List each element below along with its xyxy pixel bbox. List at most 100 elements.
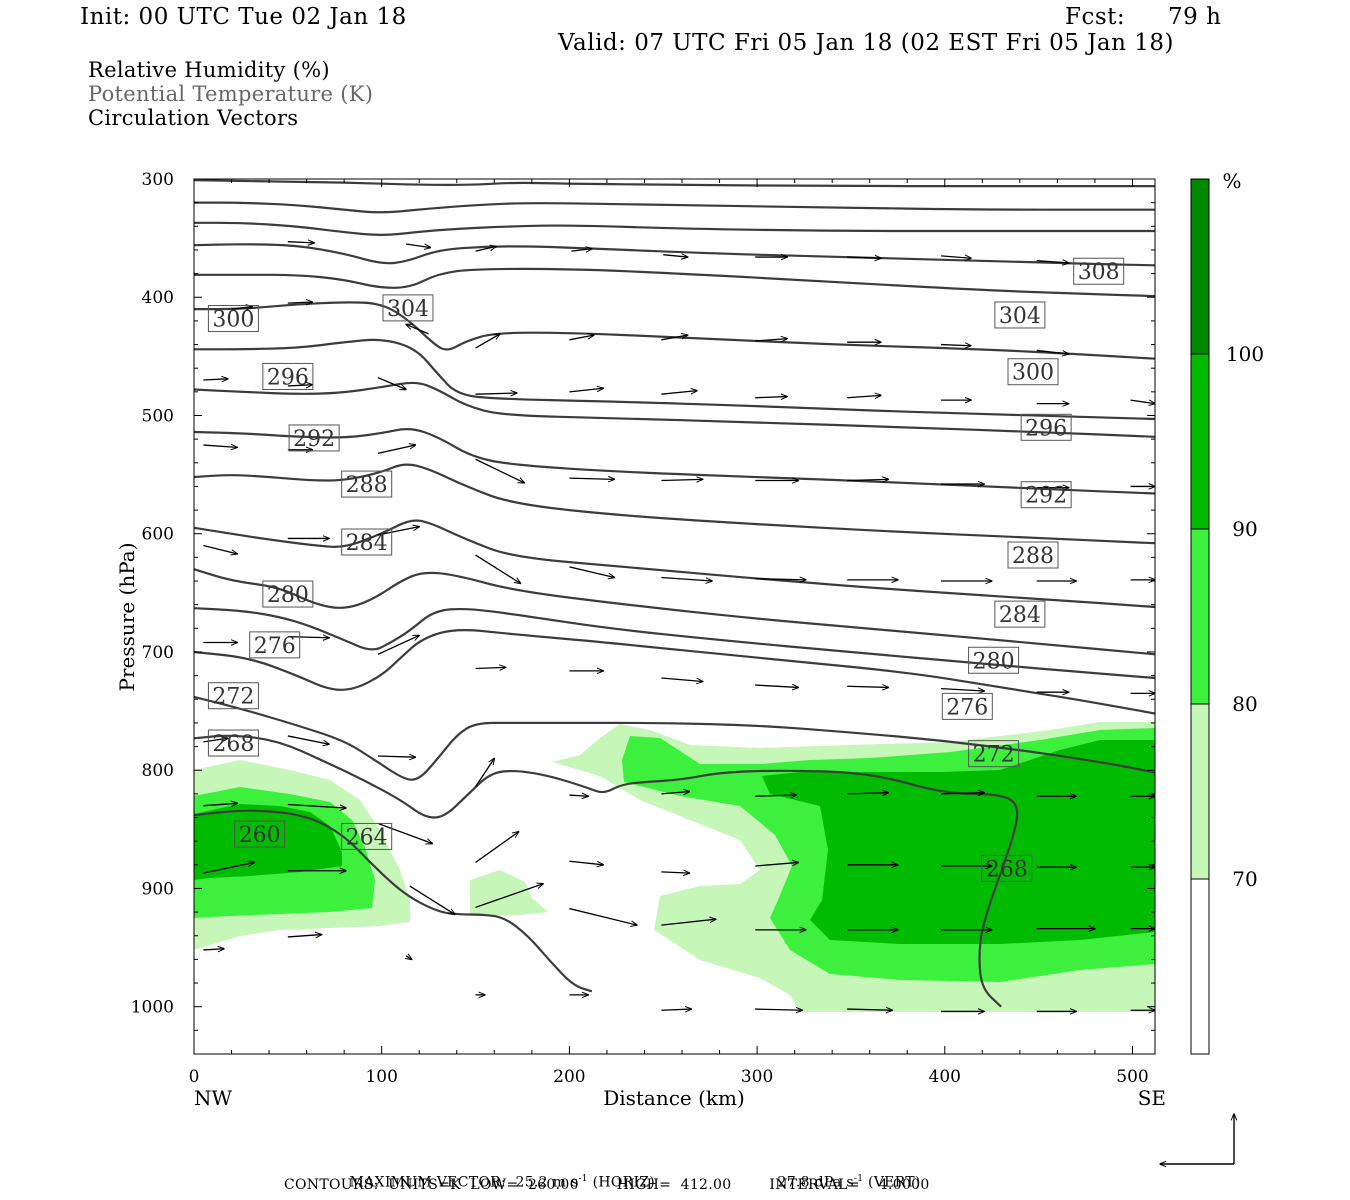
- theta-label-text: 296: [267, 365, 309, 390]
- x-axis-label: Distance (km): [603, 1086, 745, 1110]
- circulation-vector: [377, 635, 419, 655]
- circulation-vector: [661, 872, 689, 873]
- circulation-vector: [203, 379, 227, 380]
- theta-label-text: 264: [346, 825, 388, 850]
- theta-label-288: 288: [1007, 541, 1059, 569]
- circulation-vector: [475, 246, 497, 252]
- circulation-vector: [287, 637, 329, 638]
- max-vector-vert: 27.8 dPa s-1 (VERT): [768, 1158, 921, 1191]
- theta-label-296: 296: [262, 362, 314, 390]
- circulation-vector: [377, 822, 432, 843]
- circulation-vector: [475, 667, 506, 668]
- theta-label-292: 292: [1020, 481, 1072, 509]
- theta-label-288: 288: [341, 470, 393, 498]
- rh-90-region-nw: [194, 804, 342, 880]
- circulation-vector: [661, 335, 687, 341]
- circulation-vectors: [203, 242, 1155, 1012]
- circulation-vector: [569, 335, 593, 341]
- x-tick-label: 400: [929, 1067, 961, 1087]
- theta-label-box: [262, 580, 314, 608]
- circulation-vector: [941, 793, 984, 794]
- rh-90-region-se: [762, 740, 1155, 944]
- colorbar-unit-label: %: [1222, 169, 1241, 193]
- colorbar-segment: [1191, 704, 1209, 879]
- circulation-vector: [287, 242, 314, 243]
- circulation-vector: [231, 307, 253, 309]
- theta-label-296: 296: [1020, 413, 1072, 441]
- max-vector-note: MAXIMUM VECTOR: 25.2 m s-1 (HORIZ): [340, 1158, 655, 1191]
- circulation-vector: [406, 324, 429, 335]
- colorbar-segment: [1191, 529, 1209, 704]
- circulation-vector: [755, 579, 806, 580]
- theta-label-268: 268: [207, 729, 259, 757]
- circulation-vector: [661, 677, 702, 682]
- rh-fill: [194, 722, 1155, 1012]
- circulation-vector: [941, 345, 971, 346]
- circulation-vector: [1036, 349, 1069, 354]
- circulation-vector: [755, 795, 796, 796]
- theta-label-text: 280: [973, 649, 1015, 674]
- theta-label-text: 272: [973, 743, 1015, 768]
- theta-contour-312: [194, 243, 1155, 267]
- colorbar-level-label: 70: [1232, 867, 1257, 891]
- circulation-vector: [847, 793, 888, 794]
- theta-label-box: [941, 692, 993, 720]
- legend-vectors: Circulation Vectors: [88, 106, 299, 130]
- theta-contour-284: [194, 519, 1155, 609]
- circulation-vector: [287, 735, 329, 744]
- colorbar-segment: [1191, 179, 1209, 354]
- init-time: Init: 00 UTC Tue 02 Jan 18: [80, 4, 407, 30]
- theta-label-text: 288: [346, 473, 388, 498]
- theta-contour-300: [194, 338, 1155, 421]
- circulation-vector: [475, 832, 519, 863]
- colorbar-level-label: 90: [1232, 517, 1257, 541]
- theta-label-box: [994, 600, 1046, 628]
- theta-contour-308: [194, 267, 1155, 298]
- theta-label-box: [1020, 413, 1072, 441]
- circulation-vector: [475, 393, 517, 394]
- theta-label-300: 300: [1007, 358, 1059, 386]
- theta-label-text: 276: [946, 695, 988, 720]
- y-tick-label: 700: [142, 643, 174, 663]
- theta-label-268: 268: [981, 854, 1033, 882]
- y-tick-label: 500: [142, 406, 174, 426]
- theta-label-box: [207, 729, 259, 757]
- reference-vector-icon: [1160, 1114, 1234, 1164]
- x-tick-label: 200: [553, 1067, 585, 1087]
- circulation-vector: [569, 566, 614, 578]
- circulation-vector: [847, 479, 888, 480]
- theta-contour-260: [194, 809, 593, 993]
- theta-label-box: [981, 854, 1033, 882]
- max-vector-vert-suffix: (VERT): [863, 1174, 921, 1191]
- legend-rh: Relative Humidity (%): [88, 58, 330, 82]
- y-tick-label: 1000: [131, 998, 174, 1018]
- theta-label-280: 280: [968, 646, 1020, 674]
- circulation-vector: [569, 795, 588, 796]
- theta-label-264: 264: [341, 822, 393, 850]
- colorbar-frame: [1190, 178, 1210, 1055]
- theta-label-text: 292: [293, 427, 335, 452]
- theta-label-284: 284: [341, 528, 393, 556]
- circulation-vector: [755, 1009, 802, 1010]
- colorbar: 70 80 90 100: [1190, 178, 1264, 1055]
- theta-label-box: [1073, 257, 1125, 285]
- circulation-vector: [847, 257, 881, 258]
- axes: 0 100 200 300 400 500 300 400 500 600 700 800 900 100…: [131, 170, 1155, 1087]
- circulation-vector: [1130, 399, 1155, 404]
- circulation-vector: [377, 527, 419, 536]
- max-vector-vert-unit-exponent: -1: [853, 1174, 864, 1184]
- circulation-vector: [475, 334, 500, 349]
- theta-contour-276: [194, 607, 1155, 680]
- circulation-vector: [569, 478, 614, 479]
- theta-label-box: [249, 631, 301, 659]
- circulation-vector: [663, 255, 687, 257]
- circulation-vector: [406, 956, 412, 960]
- circulation-vector: [475, 554, 521, 583]
- theta-label-box: [288, 424, 340, 452]
- x-tick-label: 300: [741, 1067, 773, 1087]
- theta-contour-304: [194, 301, 1155, 360]
- circulation-vector: [377, 756, 416, 757]
- theta-label-text: 280: [267, 583, 309, 608]
- theta-contour-268: [194, 695, 1155, 781]
